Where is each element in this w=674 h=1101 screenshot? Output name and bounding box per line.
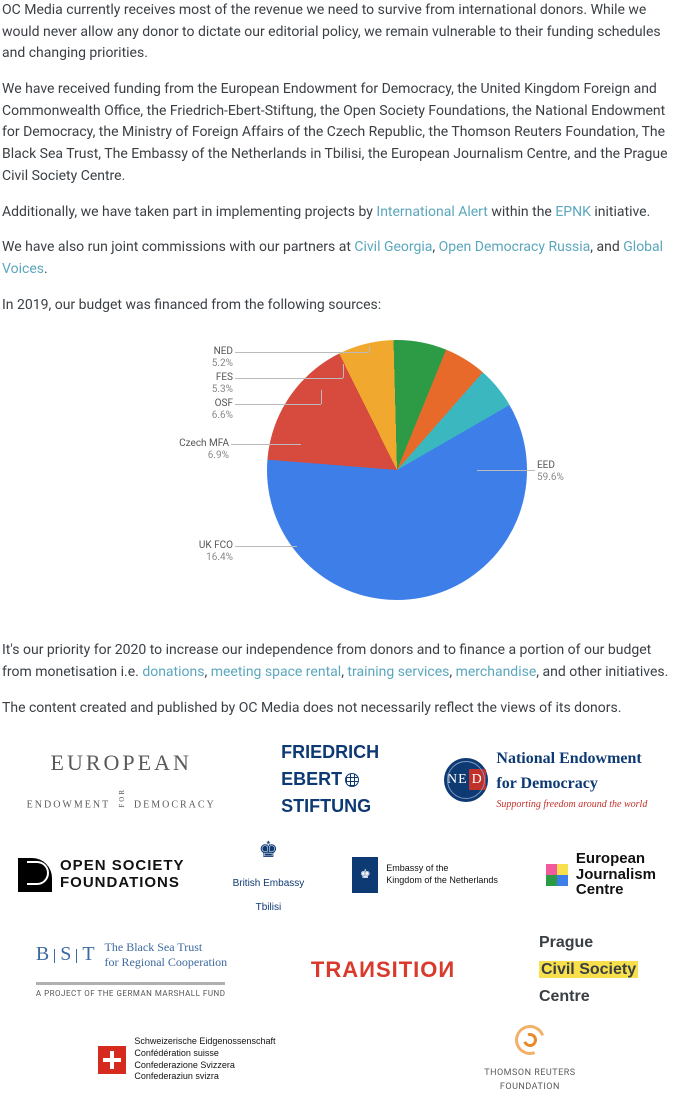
pie-label-ned: NED (197, 346, 233, 358)
ned-icon: NED (444, 758, 488, 802)
link-international-alert[interactable]: International Alert (376, 204, 487, 220)
pie-label-osf: OSF (197, 398, 233, 410)
link-meeting-space-rental[interactable]: meeting space rental (211, 664, 341, 680)
paragraph-projects: Additionally, we have taken part in impl… (2, 202, 672, 224)
logo-eed: EUROPEAN Endowment FOR Democracy (27, 746, 216, 813)
pie-pct-ukfco: 16.4% (173, 552, 233, 564)
logo-ned: NED National Endowment for Democracy Sup… (444, 747, 647, 812)
logo-fes: FRIEDRICH EBERT STIFTUNG (281, 743, 379, 816)
logo-bst: BST The Black Sea Trust for Regional Coo… (36, 939, 227, 1000)
swiss-flag-icon (98, 1046, 126, 1074)
paragraph-disclaimer: The content created and published by OC … (2, 698, 672, 720)
paragraph-priority-2020: It's our priority for 2020 to increase o… (2, 640, 672, 683)
logo-british-embassy: ♚ British Embassy Tbilisi (233, 834, 305, 915)
link-training-services[interactable]: training services (347, 664, 449, 680)
globe-icon (345, 773, 359, 787)
paragraph-budget-intro: In 2019, our budget was financed from th… (2, 295, 672, 317)
budget-pie-chart: EED 59.6% UK FCO 16.4% Czech MFA 6.9% OS… (2, 330, 672, 620)
ejc-icon (546, 864, 568, 886)
pie-label-czech: Czech MFA (155, 438, 229, 450)
logo-netherlands-embassy: ♚ Embassy of the Kingdom of the Netherla… (352, 857, 498, 893)
logo-osf: OPEN SOCIETY FOUNDATIONS (18, 858, 185, 892)
donor-logos: EUROPEAN Endowment FOR Democracy FRIEDRI… (2, 733, 672, 1100)
nl-crest-icon: ♚ (352, 857, 378, 893)
link-civil-georgia[interactable]: Civil Georgia (354, 239, 432, 255)
pie-label-fes: FES (197, 372, 233, 384)
pie-pct-czech: 6.9% (155, 450, 229, 462)
logo-ejc: European Journalism Centre (546, 851, 656, 898)
link-epnk[interactable]: EPNK (555, 204, 591, 220)
paragraph-intro: OC Media currently receives most of the … (2, 0, 672, 65)
pie-pct-osf: 6.6% (197, 410, 233, 422)
trf-icon (510, 1020, 550, 1060)
paragraph-funders: We have received funding from the Europe… (2, 79, 672, 187)
link-merchandise[interactable]: merchandise (456, 664, 537, 680)
link-open-democracy-russia[interactable]: Open Democracy Russia (439, 239, 591, 255)
paragraph-partners: We have also run joint commissions with … (2, 237, 672, 280)
pie-pct-fes: 5.3% (197, 384, 233, 396)
pie-label-ukfco: UK FCO (173, 540, 233, 552)
logo-prague-csc: Prague Civil Society Centre (539, 933, 638, 1007)
pie-pct-eed: 59.6% (537, 472, 564, 484)
logo-thomson-reuters-foundation: THOMSON REUTERS FOUNDATION (484, 1025, 575, 1095)
logo-swiss-confederation: Schweizerische Eidgenossenschaft Confédé… (98, 1036, 275, 1083)
uk-crest-icon: ♚ (259, 834, 279, 868)
logo-transition: TRAИSITIOИ (311, 953, 455, 987)
pie-label-eed: EED (537, 460, 564, 472)
osf-icon (18, 858, 52, 892)
link-donations[interactable]: donations (142, 664, 204, 680)
pie-pct-ned: 5.2% (197, 358, 233, 370)
